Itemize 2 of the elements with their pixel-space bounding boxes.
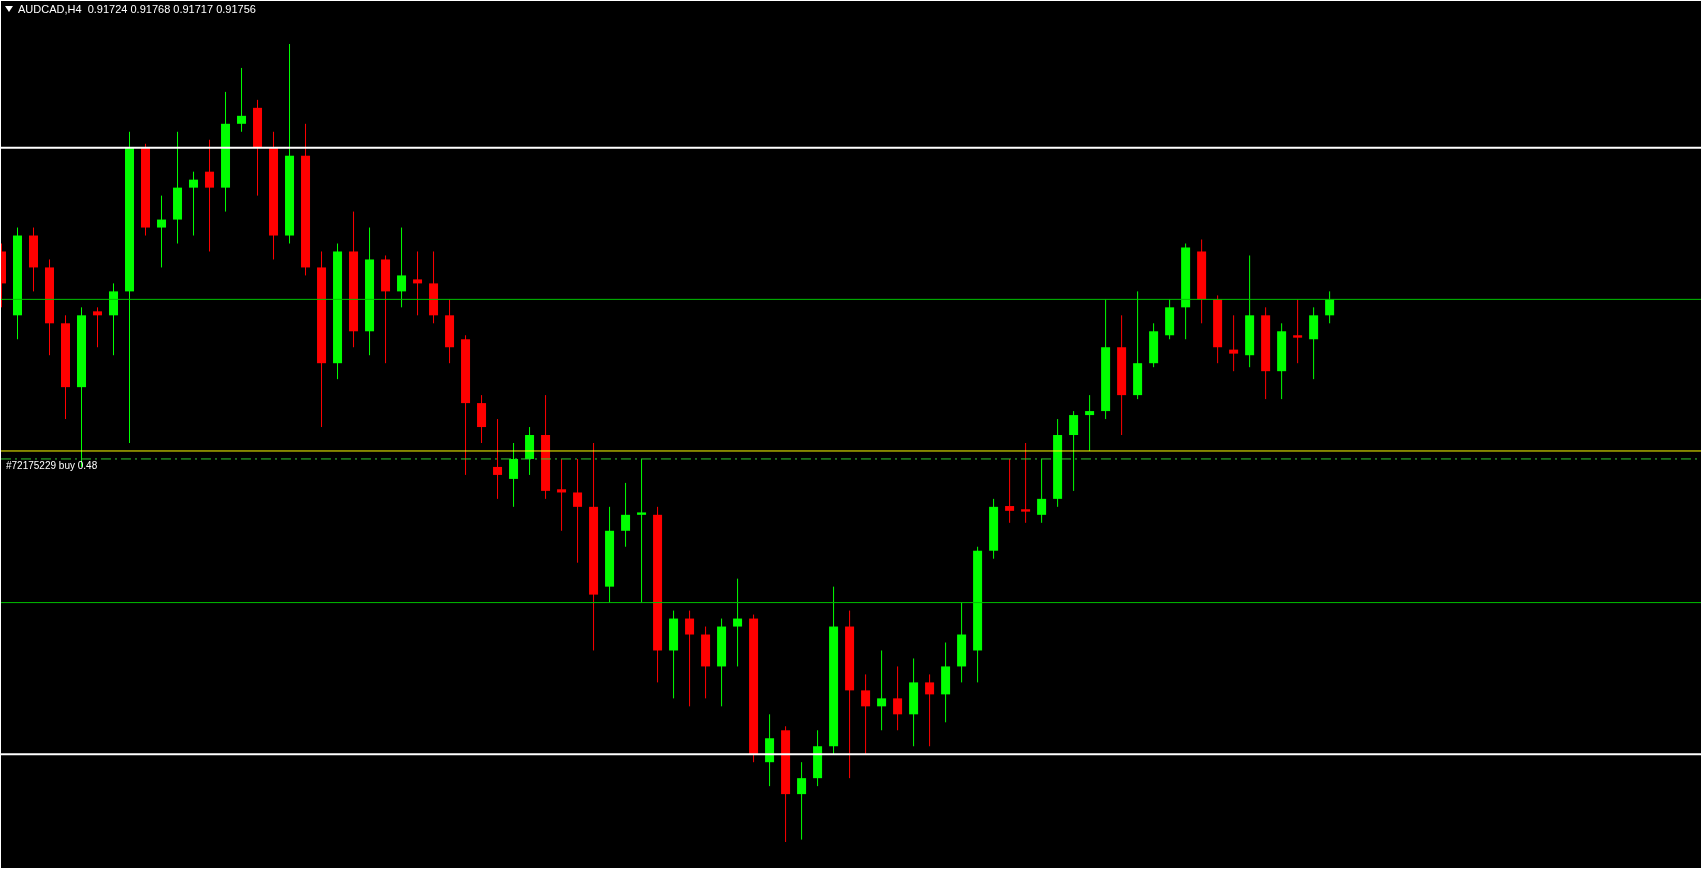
ref-line-label: #72175229 buy 0.48 (6, 460, 98, 472)
chart-title: AUDCAD,H4 0.91724 0.91768 0.91717 0.91756 (18, 3, 256, 15)
